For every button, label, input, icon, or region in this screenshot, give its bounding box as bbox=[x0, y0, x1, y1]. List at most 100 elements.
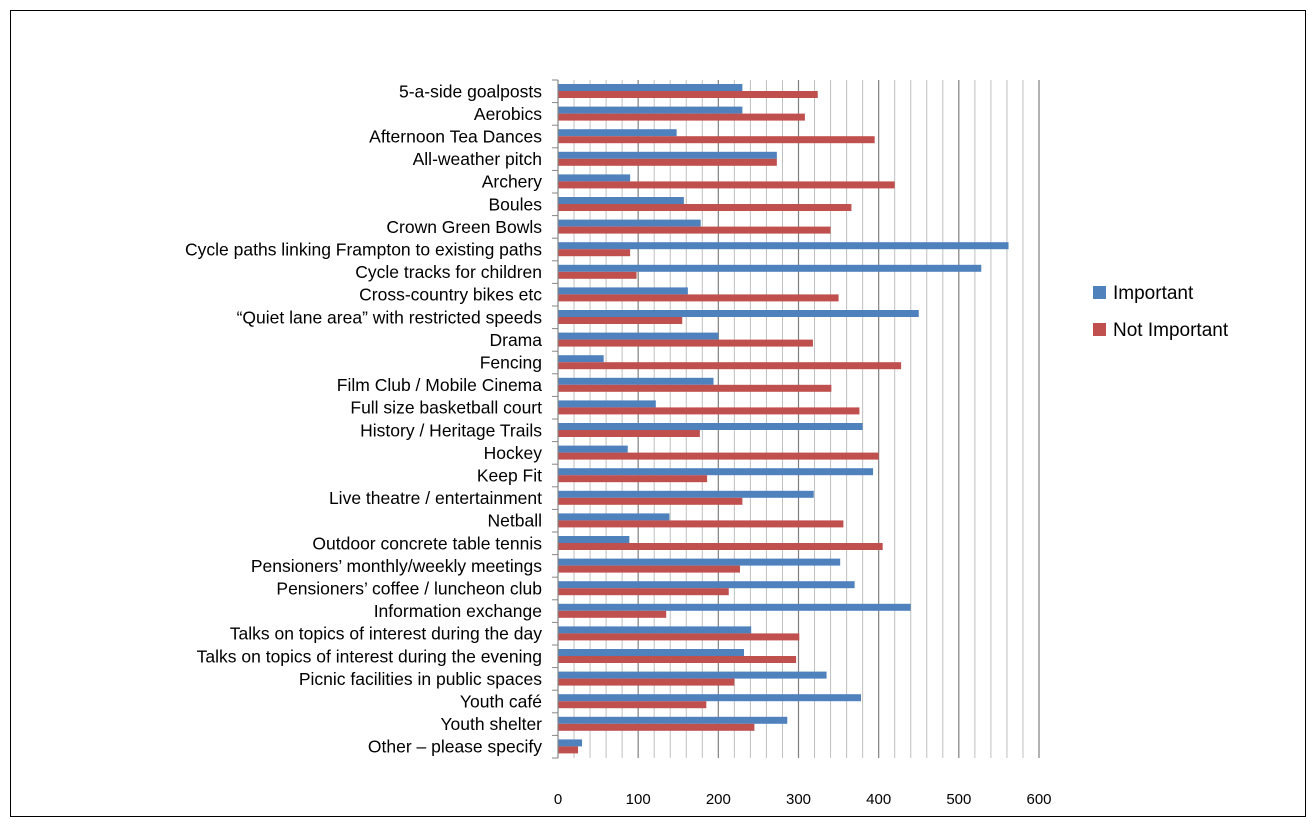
bar-important bbox=[558, 490, 814, 498]
bar-important bbox=[558, 513, 670, 521]
bar-not-important bbox=[558, 294, 839, 302]
bar-not-important bbox=[558, 136, 875, 144]
category-label: 5-a-side goalposts bbox=[399, 81, 542, 101]
legend[interactable]: Important Not Important bbox=[1093, 283, 1229, 341]
bar-important bbox=[558, 310, 919, 317]
x-tick-label: 500 bbox=[946, 791, 971, 808]
bar-important bbox=[558, 84, 743, 91]
bar-important bbox=[558, 355, 604, 363]
category-label: All-weather pitch bbox=[413, 149, 542, 169]
bar-not-important bbox=[558, 249, 631, 257]
x-tick-label: 400 bbox=[866, 791, 891, 808]
bar-important bbox=[558, 197, 684, 204]
chart-svg: 5-a-side goalposts Aerobics Afternoon Tea … bbox=[185, 79, 1229, 808]
category-label: Outdoor concrete table tennis bbox=[312, 533, 542, 553]
category-label: Aerobics bbox=[474, 104, 542, 124]
bar-important bbox=[558, 106, 743, 114]
category-label: Crown Green Bowls bbox=[386, 217, 542, 237]
bar-important bbox=[558, 468, 874, 476]
category-label: Afternoon Tea Dances bbox=[369, 127, 542, 147]
bar-not-important bbox=[558, 430, 700, 437]
bar-important bbox=[558, 242, 1009, 250]
bar-important bbox=[558, 536, 630, 543]
x-tick-label: 300 bbox=[786, 791, 811, 808]
bar-not-important bbox=[558, 723, 755, 731]
category-label: Information exchange bbox=[374, 601, 542, 621]
category-label: Pensioners’ monthly/weekly meetings bbox=[251, 556, 542, 576]
category-label: Hockey bbox=[484, 443, 543, 463]
legend-label-not-important[interactable]: Not Important bbox=[1113, 320, 1229, 341]
category-label: Live theatre / entertainment bbox=[329, 488, 542, 508]
category-label: Film Club / Mobile Cinema bbox=[337, 375, 542, 395]
bar-important bbox=[558, 332, 719, 340]
bar-not-important bbox=[558, 271, 637, 279]
bar-not-important bbox=[558, 588, 729, 596]
category-label: Full size basketball court bbox=[350, 398, 542, 418]
axes bbox=[552, 79, 559, 759]
category-label: “Quiet lane area” with restricted speeds bbox=[237, 307, 543, 327]
bar-important bbox=[558, 649, 744, 656]
bar-not-important bbox=[558, 204, 852, 211]
bar-important bbox=[558, 129, 677, 137]
x-tick-label: 600 bbox=[1026, 791, 1051, 808]
bar-important bbox=[558, 400, 656, 408]
category-label: Talks on topics of interest during the d… bbox=[230, 624, 543, 644]
bar-not-important bbox=[558, 384, 832, 392]
bar-important bbox=[558, 264, 982, 272]
bar-important bbox=[558, 671, 827, 679]
bars bbox=[558, 84, 1009, 754]
bar-important bbox=[558, 581, 855, 589]
gridlines bbox=[573, 80, 1040, 758]
category-label: Netball bbox=[488, 511, 542, 531]
x-tick-label: 0 bbox=[554, 791, 562, 808]
legend-label-important[interactable]: Important bbox=[1113, 283, 1194, 304]
bar-not-important bbox=[558, 701, 707, 709]
bar-important bbox=[558, 423, 863, 430]
x-tick-labels: 0 100 200 300 400 500 600 bbox=[554, 791, 1052, 808]
category-label: Boules bbox=[488, 194, 542, 214]
category-label: Drama bbox=[489, 330, 542, 350]
bar-not-important bbox=[558, 91, 818, 98]
bar-not-important bbox=[558, 339, 813, 347]
category-labels: 5-a-side goalposts Aerobics Afternoon Tea … bbox=[185, 81, 542, 756]
bar-not-important bbox=[558, 656, 797, 663]
x-tick-label: 200 bbox=[706, 791, 731, 808]
category-label: Youth café bbox=[460, 692, 542, 712]
bar-important bbox=[558, 377, 714, 385]
bar-important bbox=[558, 603, 911, 611]
bar-not-important bbox=[558, 317, 683, 324]
x-tick-label: 100 bbox=[626, 791, 651, 808]
bar-not-important bbox=[558, 497, 743, 505]
category-label: Archery bbox=[482, 172, 543, 192]
bar-not-important bbox=[558, 475, 708, 483]
category-label: Cycle tracks for children bbox=[355, 262, 542, 282]
category-label: History / Heritage Trails bbox=[360, 420, 542, 440]
bar-important bbox=[558, 716, 788, 724]
legend-swatch-important bbox=[1093, 286, 1106, 299]
bar-important bbox=[558, 151, 777, 159]
category-label: Pensioners’ coffee / luncheon club bbox=[276, 579, 542, 599]
category-label: Cycle paths linking Frampton to existing… bbox=[185, 240, 542, 260]
bar-important bbox=[558, 174, 631, 182]
bar-not-important bbox=[558, 746, 579, 754]
category-label: Fencing bbox=[480, 353, 542, 373]
chart-frame: 5-a-side goalposts Aerobics Afternoon Tea … bbox=[10, 10, 1306, 817]
bar-important bbox=[558, 445, 628, 453]
bar-not-important bbox=[558, 158, 777, 166]
bar-not-important bbox=[558, 678, 735, 686]
bar-important bbox=[558, 694, 862, 702]
category-label: Youth shelter bbox=[440, 714, 542, 734]
bar-not-important bbox=[558, 452, 879, 460]
bar-not-important bbox=[558, 113, 805, 121]
legend-swatch-not-important bbox=[1093, 323, 1106, 336]
bar-important bbox=[558, 739, 583, 747]
category-label: Keep Fit bbox=[477, 466, 542, 486]
bar-not-important bbox=[558, 633, 800, 641]
bar-not-important bbox=[558, 226, 831, 234]
bar-important bbox=[558, 287, 688, 295]
bar-not-important bbox=[558, 362, 902, 370]
bar-important bbox=[558, 219, 701, 227]
bar-not-important bbox=[558, 610, 667, 618]
category-label: Talks on topics of interest during the e… bbox=[197, 646, 542, 666]
bar-not-important bbox=[558, 407, 860, 415]
